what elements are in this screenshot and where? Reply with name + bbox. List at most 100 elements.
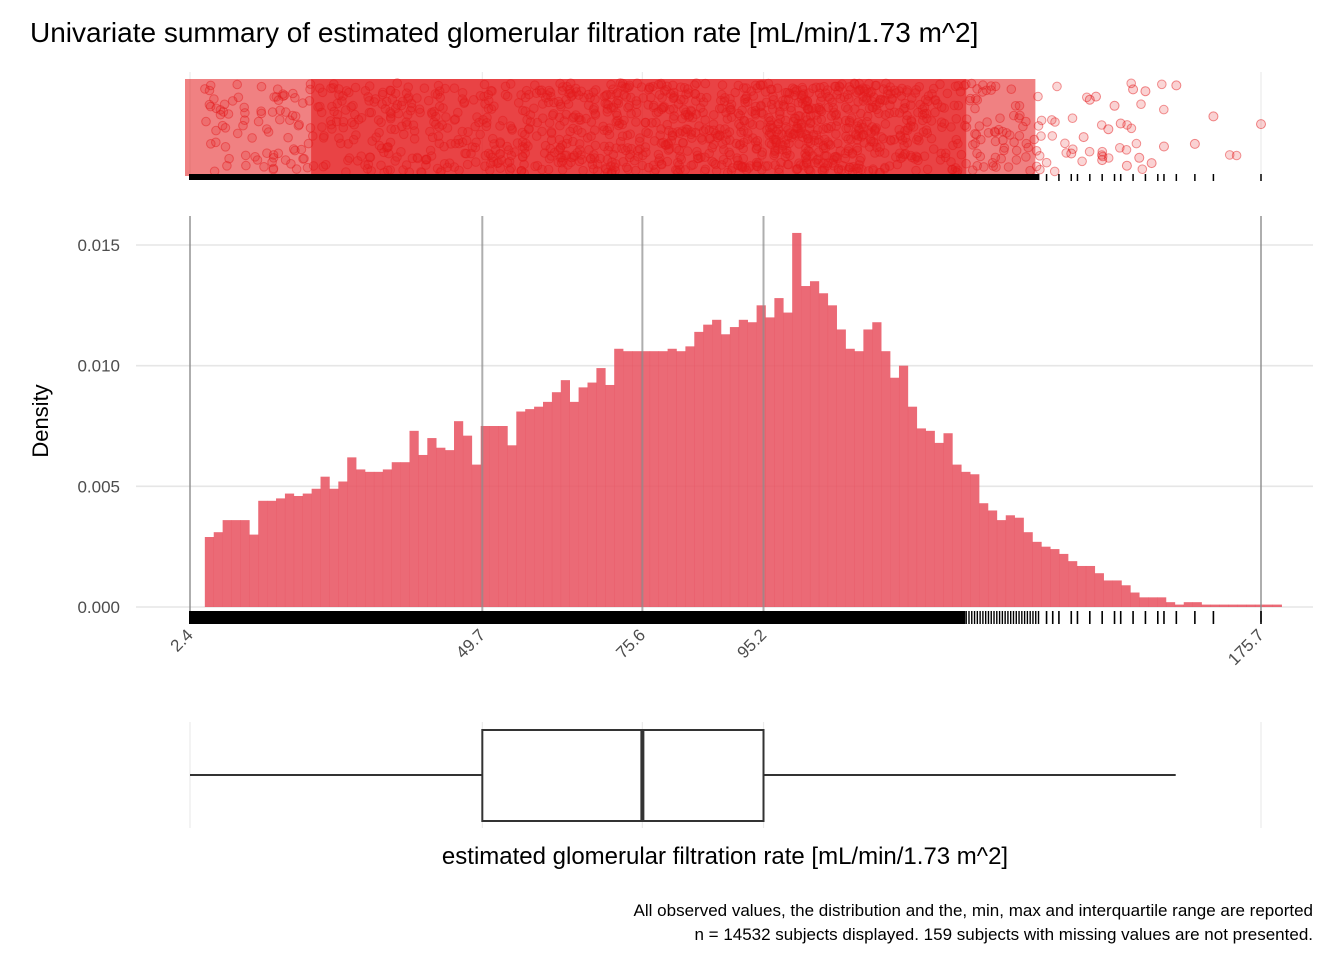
jitter-point: [454, 165, 464, 176]
jitter-point: [897, 135, 908, 145]
jitter-point: [617, 143, 627, 154]
jitter-point: [263, 127, 274, 137]
jitter-point: [386, 85, 396, 96]
jitter-point: [764, 122, 775, 133]
jitter-point: [807, 103, 817, 113]
histogram-bar: [365, 471, 375, 607]
jitter-point: [874, 147, 885, 157]
jitter-point: [390, 156, 401, 166]
jitter-point: [546, 91, 556, 102]
jitter-point: [927, 89, 937, 99]
jitter-point: [678, 137, 688, 148]
jitter-point: [429, 117, 439, 127]
jitter-point: [602, 154, 613, 165]
jitter-point: [970, 93, 981, 104]
jitter-point: [327, 124, 337, 134]
jitter-point: [835, 93, 846, 104]
jitter-point: [579, 92, 589, 103]
jitter-point: [334, 84, 344, 94]
histogram-bar: [240, 520, 250, 607]
jitter-point: [409, 126, 420, 136]
jitter-point: [475, 129, 486, 140]
jitter-point: [427, 132, 438, 143]
jitter-point: [831, 129, 841, 139]
jitter-point: [635, 144, 645, 154]
jitter-point: [545, 143, 556, 154]
histogram-bar: [1157, 597, 1167, 607]
jitter-point: [923, 96, 933, 107]
jitter-point: [518, 105, 528, 116]
jitter-point: [371, 132, 382, 142]
jitter-point: [205, 101, 216, 112]
jitter-point: [206, 139, 216, 149]
jitter-point: [829, 152, 840, 162]
jitter-point: [483, 89, 494, 100]
jitter-point: [767, 123, 778, 133]
jitter-point: [738, 153, 749, 164]
jitter-point: [530, 161, 540, 172]
jitter-point: [561, 109, 572, 120]
jitter-point: [575, 145, 585, 155]
jitter-point: [686, 106, 697, 117]
jitter-point: [376, 117, 386, 128]
jitter-point: [776, 157, 786, 168]
jitter-point: [751, 144, 762, 154]
jitter-point: [439, 159, 450, 169]
jitter-point: [555, 120, 565, 131]
jitter-point: [867, 102, 878, 112]
jitter-point: [953, 100, 964, 111]
jitter-point: [805, 124, 815, 134]
jitter-point: [1010, 101, 1021, 111]
jitter-point: [495, 121, 505, 131]
jitter-point: [856, 119, 867, 129]
jitter-point: [951, 114, 962, 124]
jitter-point: [521, 85, 532, 96]
jitter-point: [656, 159, 667, 170]
jitter-point: [617, 81, 627, 91]
jitter-point: [586, 117, 597, 127]
jitter-point: [360, 160, 370, 170]
jitter-point: [544, 153, 555, 164]
jitter-point: [803, 133, 813, 144]
x-axis-label: estimated glomerular filtration rate [mL…: [442, 843, 1008, 870]
jitter-point: [492, 158, 503, 169]
jitter-point: [604, 123, 615, 133]
jitter-point: [576, 86, 587, 97]
jitter-point: [814, 102, 824, 113]
jitter-point: [1021, 138, 1032, 149]
jitter-point: [1128, 84, 1139, 95]
jitter-point: [913, 155, 923, 166]
histogram-bar: [1183, 602, 1193, 607]
jitter-point: [869, 138, 879, 148]
jitter-point: [602, 89, 612, 100]
jitter-point: [537, 126, 547, 137]
histogram-bar: [818, 293, 829, 607]
histogram-bar: [320, 476, 330, 607]
jitter-point: [684, 111, 695, 121]
jitter-point: [267, 107, 278, 117]
jitter-point: [996, 153, 1007, 164]
jitter-point: [771, 137, 782, 147]
jitter-point: [561, 150, 572, 160]
jitter-point: [892, 159, 903, 170]
jitter-point: [691, 96, 701, 106]
jitter-point: [959, 80, 970, 91]
jitter-point: [314, 83, 325, 93]
jitter-point: [602, 107, 613, 117]
jitter-point: [256, 81, 267, 92]
jitter-point: [920, 95, 931, 105]
jitter-point: [766, 115, 776, 126]
jitter-point: [666, 135, 677, 146]
jitter-point: [852, 145, 863, 156]
jitter-point: [574, 139, 585, 149]
jitter-point: [656, 104, 667, 115]
jitter-point: [803, 164, 814, 175]
jitter-point: [1078, 132, 1089, 143]
jitter-point: [940, 152, 951, 163]
jitter-point: [482, 112, 492, 123]
jitter-point: [880, 162, 890, 173]
jitter-point: [459, 97, 470, 107]
histogram-bar: [1192, 602, 1202, 607]
jitter-point: [619, 90, 629, 100]
jitter-point: [343, 155, 353, 166]
